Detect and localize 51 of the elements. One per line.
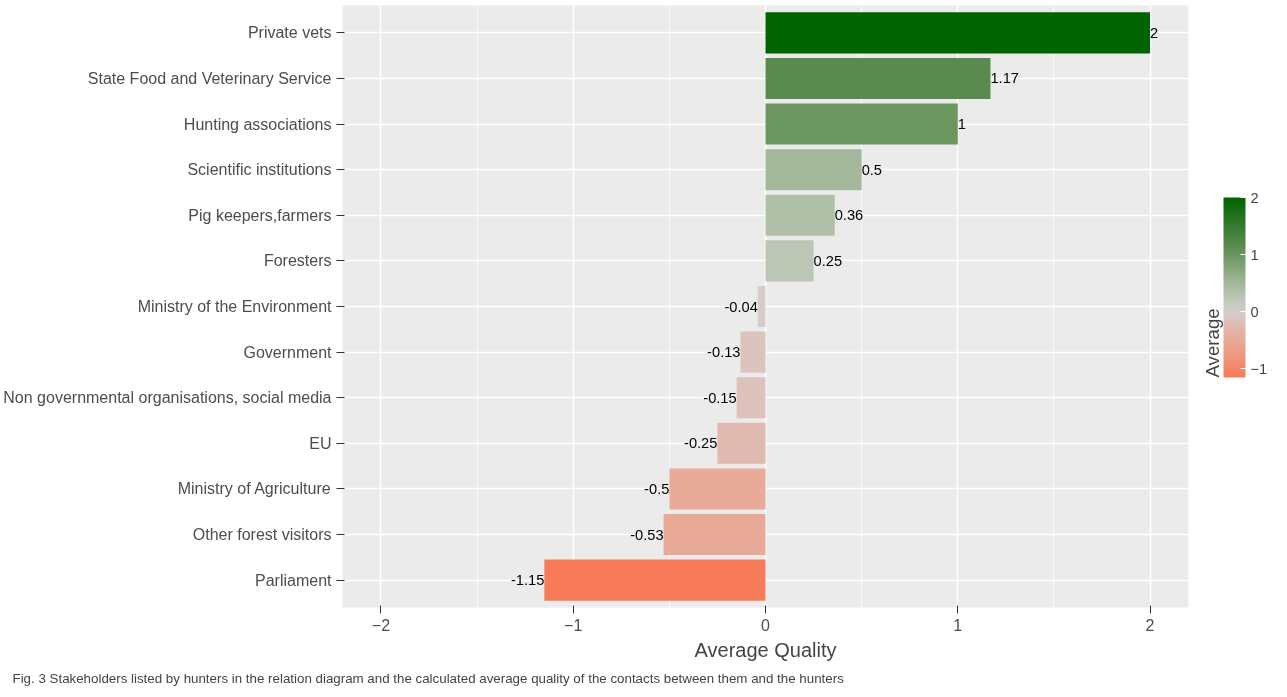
y-tick-label: Other forest visitors: [192, 526, 332, 544]
data-label: -1.15: [510, 572, 545, 589]
data-label: -0.13: [707, 344, 741, 361]
caption: Fig. 3 Stakeholders listed by hunters in the relation diagram and the calculated average quality of the contacts between them and the hunters: [12, 670, 845, 686]
color-bar-label: 2: [1250, 189, 1259, 206]
bar: [736, 377, 766, 419]
x-tick-label: −1: [564, 616, 583, 634]
data-label: 1: [957, 116, 966, 133]
x-tick-label: −2: [371, 616, 391, 634]
y-tick-label: Foresters: [263, 252, 332, 270]
y-tick-label: State Food and Veterinary Service: [87, 69, 332, 87]
y-tick-label: Parliament: [255, 571, 333, 589]
y-tick-label: Scientific institutions: [187, 161, 332, 179]
bar: [765, 149, 862, 191]
bar: [765, 103, 958, 145]
y-tick-label: Hunting associations: [183, 115, 332, 133]
color-bar-label: 0: [1250, 303, 1259, 320]
bar: [544, 559, 766, 601]
bar: [669, 468, 766, 510]
data-label: -0.15: [703, 389, 737, 406]
data-label: 0.5: [861, 161, 883, 178]
color-bar-title: Average: [1201, 308, 1223, 378]
x-tick-label: 1: [953, 616, 963, 634]
bar: [765, 194, 835, 236]
bar: [765, 57, 991, 99]
data-label: 2: [1150, 24, 1159, 41]
x-tick-label: 2: [1145, 616, 1155, 634]
y-tick-label: Government: [243, 343, 333, 361]
data-label: 1.17: [990, 70, 1019, 87]
color-bar-label: 1: [1250, 246, 1259, 263]
data-label: 0.36: [834, 207, 864, 224]
bar: [740, 331, 766, 373]
data-label: -0.04: [724, 298, 758, 315]
data-label: 0.25: [813, 252, 843, 269]
y-tick-label: Pig keepers,farmers: [188, 206, 332, 224]
color-bar-label: −1: [1250, 360, 1268, 377]
bar: [717, 422, 766, 464]
bar: [765, 12, 1151, 54]
data-label: -0.25: [684, 435, 718, 452]
bar: [765, 240, 814, 282]
bar: [663, 514, 766, 556]
x-axis-title: Average Quality: [694, 638, 837, 661]
y-tick-label: Ministry of Agriculture: [177, 480, 331, 498]
y-tick-label: Private vets: [247, 24, 332, 42]
x-tick-label: 0: [761, 616, 771, 634]
y-tick-label: EU: [309, 434, 332, 452]
data-label: -0.5: [644, 480, 670, 497]
y-tick-label: Ministry of the Environment: [137, 298, 333, 315]
y-tick-label: Non governmental organisations, social media: [3, 389, 332, 407]
bar: [757, 285, 766, 328]
data-label: -0.53: [630, 526, 664, 543]
